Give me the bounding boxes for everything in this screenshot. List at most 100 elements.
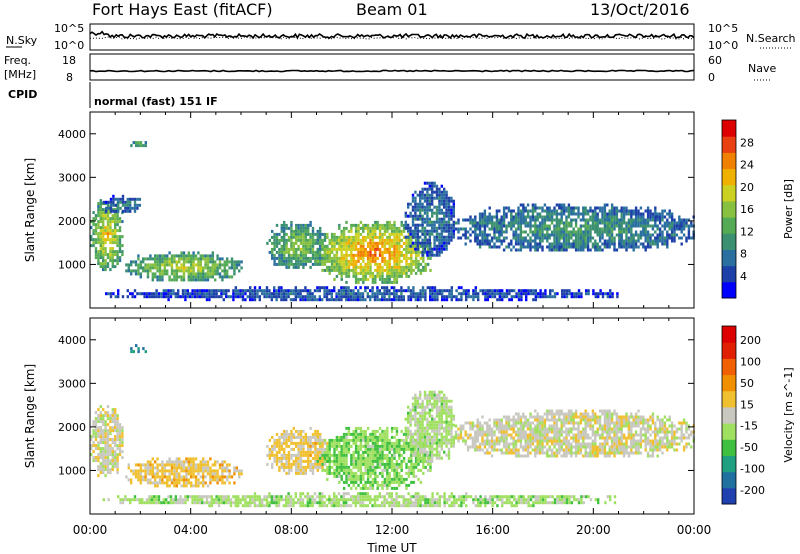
data-cell — [287, 453, 291, 457]
data-cell — [316, 465, 319, 469]
data-cell — [161, 254, 164, 258]
data-cell — [172, 292, 175, 296]
data-cell — [383, 280, 387, 284]
data-cell — [531, 209, 535, 213]
data-cell — [162, 289, 165, 293]
data-cell — [539, 289, 542, 293]
data-cell — [357, 226, 360, 230]
data-cell — [209, 475, 212, 479]
data-cell — [644, 239, 647, 243]
data-cell — [333, 265, 336, 269]
data-cell — [386, 238, 389, 242]
data-cell — [271, 465, 274, 469]
data-cell — [116, 468, 119, 472]
data-cell — [202, 272, 205, 276]
data-cell — [352, 262, 355, 266]
data-cell — [333, 232, 336, 236]
data-cell — [246, 295, 249, 299]
data-cell — [263, 295, 266, 299]
data-cell — [417, 262, 420, 266]
data-cell — [104, 438, 107, 442]
data-cell — [111, 441, 114, 445]
data-cell — [326, 468, 329, 472]
data-cell — [307, 244, 310, 248]
data-cell — [228, 463, 231, 467]
data-cell — [398, 456, 401, 460]
data-cell — [121, 197, 125, 201]
data-cell — [161, 269, 164, 273]
data-cell — [116, 465, 119, 469]
data-cell — [366, 477, 370, 481]
data-cell — [280, 444, 283, 448]
data-cell — [97, 435, 100, 439]
data-cell — [586, 242, 590, 246]
data-cell — [555, 215, 559, 219]
data-cell — [560, 233, 563, 237]
data-cell — [285, 256, 288, 260]
data-cell — [618, 245, 621, 249]
data-cell — [410, 250, 413, 254]
data-cell — [328, 241, 331, 245]
data-cell — [253, 298, 257, 302]
data-cell — [197, 478, 200, 482]
data-cell — [429, 468, 432, 472]
data-cell — [574, 242, 578, 246]
data-cell — [383, 259, 387, 263]
data-cell — [407, 465, 411, 469]
data-cell — [582, 209, 585, 213]
data-cell — [114, 295, 117, 299]
data-cell — [160, 295, 163, 299]
data-cell — [435, 226, 439, 230]
data-cell — [359, 277, 363, 281]
data-cell — [400, 295, 403, 299]
data-cell — [311, 262, 315, 266]
data-cell — [580, 292, 583, 296]
data-cell — [148, 295, 151, 299]
data-cell — [419, 196, 422, 200]
data-cell — [223, 263, 226, 267]
data-cell — [386, 220, 389, 224]
data-cell — [299, 229, 303, 233]
data-cell — [362, 265, 365, 269]
data-cell — [369, 474, 372, 478]
data-cell — [534, 230, 537, 234]
data-cell — [381, 462, 384, 466]
data-cell — [407, 232, 411, 236]
data-cell — [283, 462, 286, 466]
data-cell — [493, 292, 497, 296]
data-cell — [685, 236, 688, 240]
data-cell — [280, 435, 283, 439]
data-cell — [502, 248, 506, 252]
data-cell — [197, 257, 200, 261]
data-cell — [618, 224, 621, 228]
data-cell — [666, 224, 669, 228]
data-cell — [467, 295, 470, 299]
data-cell — [102, 432, 105, 436]
data-cell — [362, 253, 365, 257]
data-cell — [410, 256, 413, 260]
data-cell — [266, 241, 269, 245]
data-cell — [168, 475, 171, 479]
data-cell — [531, 230, 535, 234]
data-cell — [594, 230, 597, 234]
data-cell — [440, 208, 443, 212]
data-cell — [275, 441, 279, 445]
data-cell — [668, 212, 671, 216]
data-cell — [423, 220, 427, 224]
data-cell — [97, 414, 100, 418]
data-cell — [364, 286, 367, 290]
data-cell — [149, 478, 152, 482]
data-cell — [158, 263, 162, 267]
data-cell — [393, 468, 396, 472]
data-cell — [486, 218, 489, 222]
data-cell — [102, 253, 105, 257]
data-cell — [517, 227, 520, 231]
data-cell — [319, 226, 322, 230]
data-cell — [268, 438, 271, 442]
data-cell — [132, 469, 135, 473]
data-cell — [416, 223, 419, 227]
data-cell — [124, 200, 127, 204]
data-cell — [102, 265, 105, 269]
data-cell — [311, 226, 315, 230]
data-cell — [615, 206, 619, 210]
